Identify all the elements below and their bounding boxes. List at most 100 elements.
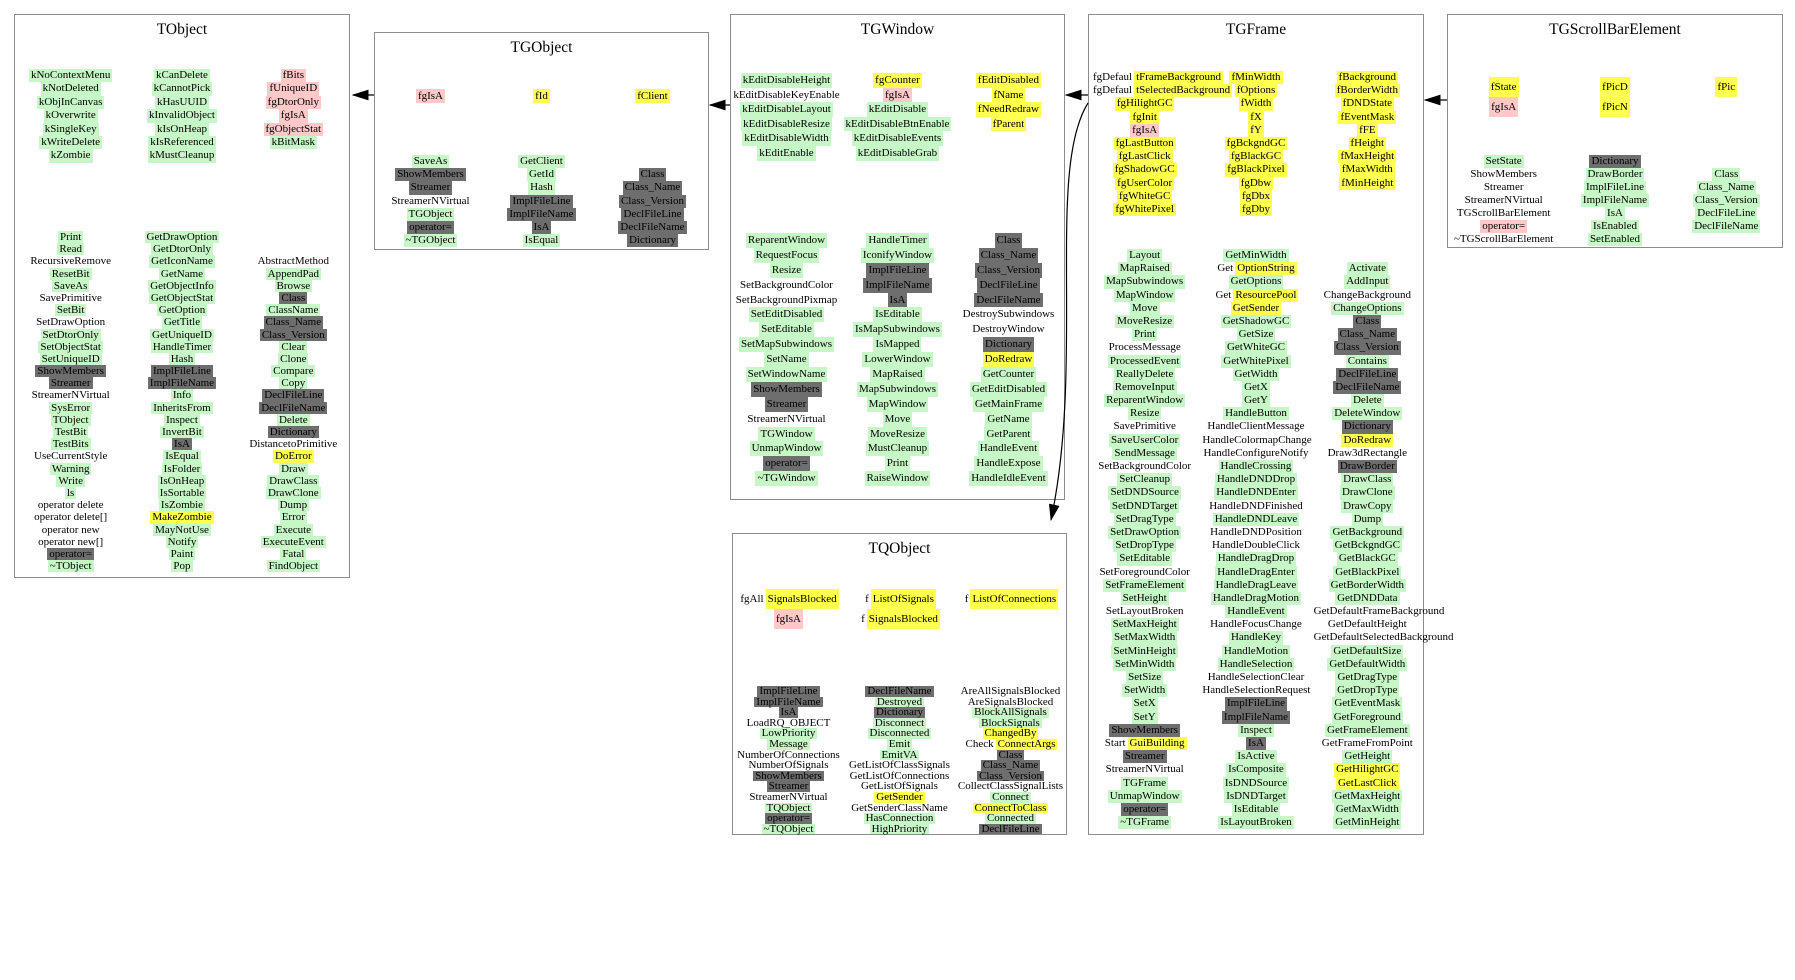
member-label: ResetBit <box>49 267 92 280</box>
member-label: Connected <box>984 812 1036 825</box>
member-row: Streamer <box>731 396 842 412</box>
member-row: HandleDNDFinished <box>1200 500 1311 513</box>
member-label: DeclFileName <box>1692 220 1761 233</box>
member-row: MoveResize <box>842 426 953 442</box>
member-label: SetCleanup <box>1117 473 1173 487</box>
member-row: MoveResize <box>1089 314 1200 329</box>
member-label: DoError <box>272 450 314 463</box>
member-row: IsDNDTarget <box>1200 789 1311 803</box>
member-row: fY <box>1200 123 1311 137</box>
member-label: DestroyWindow <box>972 323 1045 336</box>
member-row: GetCounter <box>953 367 1064 382</box>
member-label: GetMaxHeight <box>1332 789 1403 803</box>
member-row: ReparentWindow <box>731 233 842 248</box>
member-row: Error <box>238 511 349 524</box>
member-label: fgLastClick <box>1116 150 1173 164</box>
member-row: InvertBit <box>126 426 237 439</box>
member-row: InheritsFrom <box>126 401 237 414</box>
member-row: HandleDNDLeave <box>1200 512 1311 526</box>
member-row: DrawCopy <box>1312 499 1423 513</box>
member-row: fgLastClick <box>1089 150 1200 164</box>
member-label: Activate <box>1346 262 1388 276</box>
member-label: SetBackgroundPixmap <box>735 293 838 306</box>
member-row: Browse <box>238 279 349 292</box>
class-title: TQObject <box>868 540 931 557</box>
member-column: Class Class_Name Class_Version DeclFileLine… <box>1671 155 1782 233</box>
member-row: NumberOfSignals <box>733 760 844 771</box>
member-row: Pop <box>126 560 237 573</box>
member-row: Streamer <box>733 781 844 792</box>
member-label: fEditDisabled <box>975 73 1042 88</box>
member-row: SetMaxWidth <box>1089 631 1200 645</box>
member-label: DrawCopy <box>1341 499 1394 513</box>
member-label: kEditDisableWidth <box>742 131 831 146</box>
member-label: fgInit <box>1130 110 1159 124</box>
member-row: GetDNDData <box>1312 591 1423 606</box>
member-row: IsOnHeap <box>126 474 237 487</box>
member-label: MapWindow <box>866 396 929 412</box>
member-label: HandleDNDLeave <box>1212 512 1300 526</box>
member-label: DoRedraw <box>982 352 1035 368</box>
member-label: HandleConfigureNotify <box>1203 446 1309 459</box>
member-row: kEditDisable <box>842 102 953 117</box>
member-row: StreamerNVirtual <box>1448 194 1559 207</box>
class-title: TObject <box>156 21 208 38</box>
member-label: kInvalidObject <box>147 109 217 123</box>
member-row: ~TGWindow <box>731 471 842 487</box>
member-row: DrawClone <box>1312 486 1423 500</box>
member-row: SetLayoutBroken <box>1089 605 1200 618</box>
member-row: Class <box>1671 168 1782 181</box>
member-label: SetState <box>1483 155 1524 168</box>
member-label: LowerWindow <box>862 352 933 368</box>
member-label: RecursiveRemove <box>30 255 111 268</box>
member-row: HandleColormapChange <box>1200 434 1311 447</box>
member-label: GetClient <box>518 155 565 169</box>
member-row: LowPriority <box>733 728 844 739</box>
member-row: IsEnabled <box>1559 220 1670 233</box>
member-row: SetMaxHeight <box>1089 618 1200 632</box>
member-label: HandleTimer <box>866 233 929 248</box>
member-column: fBits fUniqueID fgDtorOnly fgIsA fgObjectSta… <box>238 69 349 150</box>
member-label: ls <box>64 486 77 500</box>
member-label: SavePrimitive <box>39 291 102 304</box>
member-label: ImplFileLine <box>866 262 929 278</box>
member-row: f ListOfSignals <box>844 589 955 609</box>
member-label: GetListOfSignals <box>860 780 938 793</box>
member-column: fEditDisabled fName fNeedRedraw fParent <box>953 73 1064 132</box>
member-row: ImplFileName <box>1559 194 1670 207</box>
member-label: SetBit <box>54 304 87 317</box>
member-label: fgDbx <box>1239 189 1273 203</box>
member-label: fgBlackGC <box>1228 150 1284 164</box>
member-row: fName <box>953 87 1064 103</box>
member-row: fState <box>1448 77 1559 97</box>
member-label: DeclFileLine <box>621 207 684 221</box>
member-label: f ListOfConnections <box>961 589 1060 609</box>
member-row: SetSize <box>1089 671 1200 685</box>
member-label: Streamer <box>764 396 809 412</box>
member-row: ~TObject <box>15 560 126 573</box>
member-row: LoadRQ_OBJECT <box>733 717 844 729</box>
member-row: NumberOfConnections <box>733 749 844 761</box>
member-row: CollectClassSignalLists <box>955 781 1066 792</box>
member-label: GetHilightGC <box>1334 763 1401 777</box>
member-row: HandleDNDEnter <box>1200 486 1311 500</box>
member-label: TGScrollBarElement <box>1456 207 1551 219</box>
member-row: IsEqual <box>486 234 597 248</box>
member-row: fgIsA <box>842 87 953 103</box>
member-row: HandleDragMotion <box>1200 591 1311 606</box>
member-row: HandleDragLeave <box>1200 578 1311 592</box>
member-label: Clone <box>278 352 309 366</box>
member-label: SetForegroundColor <box>1099 565 1190 578</box>
member-label: DeclFileLine <box>1695 207 1758 220</box>
member-column: GetMinWidth Get OptionString GetOptions Get R… <box>1200 249 1312 830</box>
member-label: Check ConnectArgs <box>965 737 1058 750</box>
member-row: Class <box>1312 314 1423 329</box>
member-row: SaveUserColor <box>1089 433 1200 447</box>
member-row: GetFrameFromPoint <box>1312 737 1423 750</box>
member-label: MoveResize <box>867 426 927 442</box>
member-row: HandleEvent <box>953 441 1064 457</box>
member-row: GetMaxHeight <box>1312 789 1423 803</box>
member-label: GetDefaultSize <box>1331 644 1404 658</box>
member-row: SetEditable <box>1089 552 1200 566</box>
member-label: AreSignalsBlocked <box>967 695 1054 708</box>
